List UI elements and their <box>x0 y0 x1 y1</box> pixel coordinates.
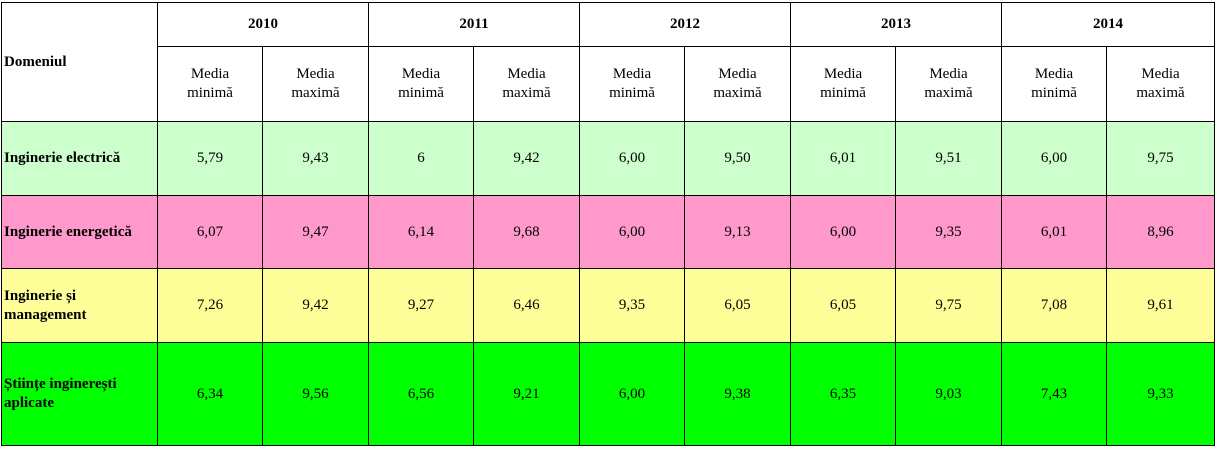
min-average-cell: 7,08 <box>1001 268 1107 343</box>
domain-cell: Științe inginerești aplicate <box>1 342 158 446</box>
year-header: 2013 <box>790 2 1002 47</box>
domain-cell: Inginerie electrică <box>1 121 158 196</box>
max-average-cell: 9,38 <box>684 342 791 446</box>
year-header: 2010 <box>157 2 369 47</box>
min-average-header: Media minimă <box>790 46 896 122</box>
year-header: 2014 <box>1001 2 1215 47</box>
max-average-cell: 9,33 <box>1106 342 1215 446</box>
min-average-cell: 7,43 <box>1001 342 1107 446</box>
min-average-cell: 6,01 <box>1001 195 1107 269</box>
domain-column-header: Domeniul <box>1 2 158 122</box>
max-average-cell: 9,75 <box>895 268 1002 343</box>
max-average-header: Media maximă <box>1106 46 1215 122</box>
max-average-cell: 9,35 <box>895 195 1002 269</box>
min-average-cell: 6,34 <box>157 342 263 446</box>
table-row: Inginerie și management 7,26 9,42 9,27 6,46 9… <box>1 268 1215 343</box>
min-average-cell: 6,01 <box>790 121 896 196</box>
max-average-cell: 9,51 <box>895 121 1002 196</box>
max-average-header: Media maximă <box>684 46 791 122</box>
max-average-cell: 9,47 <box>262 195 369 269</box>
min-average-cell: 6,07 <box>157 195 263 269</box>
max-average-cell: 9,61 <box>1106 268 1215 343</box>
min-average-cell: 6,35 <box>790 342 896 446</box>
min-average-cell: 6,05 <box>790 268 896 343</box>
max-average-cell: 9,42 <box>473 121 580 196</box>
min-average-cell: 6,00 <box>579 121 685 196</box>
min-average-header: Media minimă <box>157 46 263 122</box>
min-average-cell: 6,00 <box>1001 121 1107 196</box>
max-average-cell: 6,46 <box>473 268 580 343</box>
max-average-cell: 9,13 <box>684 195 791 269</box>
max-average-cell: 9,50 <box>684 121 791 196</box>
min-average-cell: 9,35 <box>579 268 685 343</box>
min-average-cell: 6,00 <box>790 195 896 269</box>
table-row: Științe inginerești aplicate 6,34 9,56 6,56… <box>1 342 1215 446</box>
min-average-cell: 6 <box>368 121 474 196</box>
year-header-row: Domeniul 2010 2011 2012 2013 2014 <box>1 2 1215 122</box>
domain-cell: Inginerie energetică <box>1 195 158 269</box>
min-average-cell: 6,14 <box>368 195 474 269</box>
max-average-header: Media maximă <box>473 46 580 122</box>
sub-header-row: Media minimă Media maximă Media minimă M… <box>2 46 1215 122</box>
min-average-cell: 5,79 <box>157 121 263 196</box>
year-header: 2012 <box>579 2 791 47</box>
table-row: Inginerie electrică 5,79 9,43 6 9,42 6,00 9,50… <box>1 121 1215 196</box>
max-average-header: Media maximă <box>895 46 1002 122</box>
max-average-cell: 9,56 <box>262 342 369 446</box>
min-average-cell: 7,26 <box>157 268 263 343</box>
domain-cell: Inginerie și management <box>1 268 158 343</box>
max-average-header: Media maximă <box>262 46 369 122</box>
max-average-cell: 9,43 <box>262 121 369 196</box>
year-header: 2011 <box>368 2 580 47</box>
max-average-cell: 6,05 <box>684 268 791 343</box>
max-average-cell: 9,03 <box>895 342 1002 446</box>
max-average-cell: 9,42 <box>262 268 369 343</box>
min-average-header: Media minimă <box>1001 46 1107 122</box>
max-average-cell: 9,68 <box>473 195 580 269</box>
min-average-cell: 9,27 <box>368 268 474 343</box>
max-average-cell: 9,75 <box>1106 121 1215 196</box>
max-average-cell: 9,21 <box>473 342 580 446</box>
min-average-cell: 6,56 <box>368 342 474 446</box>
table-row: Inginerie energetică 6,07 9,47 6,14 9,68 6,00… <box>1 195 1215 269</box>
min-average-header: Media minimă <box>579 46 685 122</box>
min-average-cell: 6,00 <box>579 195 685 269</box>
min-average-header: Media minimă <box>368 46 474 122</box>
min-average-cell: 6,00 <box>579 342 685 446</box>
max-average-cell: 8,96 <box>1106 195 1215 269</box>
table-body: Inginerie electrică 5,79 9,43 6 9,42 6,00 9,50… <box>1 121 1215 446</box>
